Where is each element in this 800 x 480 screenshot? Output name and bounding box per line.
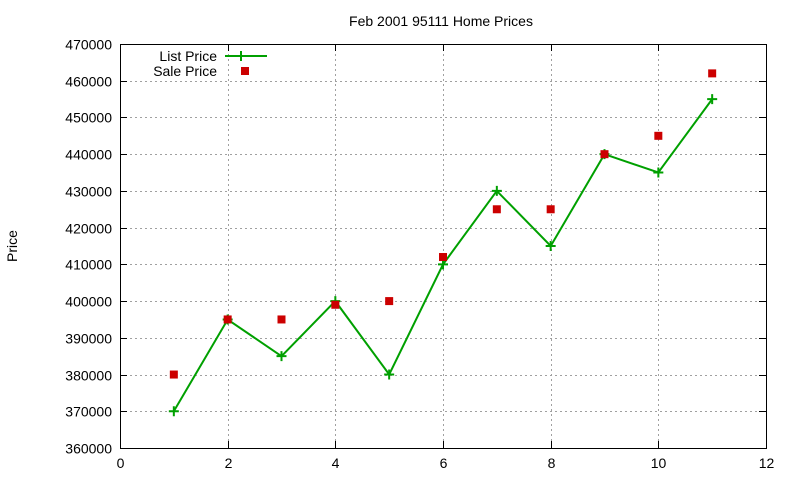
- axes: [120, 44, 767, 449]
- y-axis-label: Price: [4, 230, 20, 262]
- plus-marker-icon: [384, 369, 395, 380]
- square-marker-icon: [546, 205, 555, 214]
- plus-marker-icon: [276, 351, 287, 362]
- square-marker-icon: [241, 67, 249, 75]
- square-marker-icon: [277, 315, 286, 324]
- square-marker-icon: [492, 205, 501, 214]
- plus-marker-icon: [707, 94, 718, 105]
- y-tick-label: 440000: [65, 147, 112, 163]
- y-tick-label: 430000: [65, 184, 112, 200]
- plus-marker-icon: [236, 51, 246, 61]
- plus-marker-icon: [653, 167, 664, 178]
- series-sale-price: [169, 69, 717, 379]
- y-tick-label: 450000: [65, 110, 112, 126]
- y-tick-label: 360000: [65, 441, 112, 457]
- y-tick-label: 400000: [65, 294, 112, 310]
- square-marker-icon: [708, 69, 717, 78]
- y-tick-label: 420000: [65, 221, 112, 237]
- y-tick-labels: 360000 370000 380000 390000 400000 410000 4200…: [65, 37, 112, 457]
- x-tick-label: 12: [759, 455, 775, 471]
- y-tick-label: 390000: [65, 331, 112, 347]
- plus-marker-icon: [168, 406, 179, 417]
- square-marker-icon: [439, 253, 447, 262]
- grid: [120, 44, 766, 448]
- y-tick-label: 470000: [65, 37, 112, 53]
- legend-label-sale-price: Sale Price: [153, 63, 217, 79]
- legend: List Price Sale Price: [153, 48, 267, 79]
- y-tick-label: 410000: [65, 257, 112, 273]
- x-tick-label: 4: [332, 455, 340, 471]
- square-marker-icon: [385, 297, 394, 306]
- x-tick-label: 0: [117, 455, 125, 471]
- x-tick-labels: 0 2 4 6 8 10 12: [117, 455, 775, 471]
- x-tick-label: 10: [651, 455, 667, 471]
- square-marker-icon: [600, 150, 609, 159]
- square-marker-icon: [331, 300, 340, 309]
- square-marker-icon: [223, 315, 232, 324]
- x-tick-label: 2: [225, 455, 233, 471]
- plus-marker-icon: [545, 241, 556, 251]
- plus-marker-icon: [438, 259, 448, 270]
- y-tick-label: 380000: [65, 368, 112, 384]
- square-marker-icon: [654, 131, 663, 140]
- y-tick-label: 460000: [65, 74, 112, 90]
- plot-border: [120, 44, 767, 449]
- y-tick-label: 370000: [65, 404, 112, 420]
- x-tick-label: 6: [440, 455, 448, 471]
- square-marker-icon: [169, 370, 178, 379]
- plus-marker-icon: [491, 185, 502, 196]
- legend-label-list-price: List Price: [159, 48, 217, 64]
- x-tick-label: 8: [548, 455, 556, 471]
- chart-title: Feb 2001 95111 Home Prices: [349, 13, 533, 29]
